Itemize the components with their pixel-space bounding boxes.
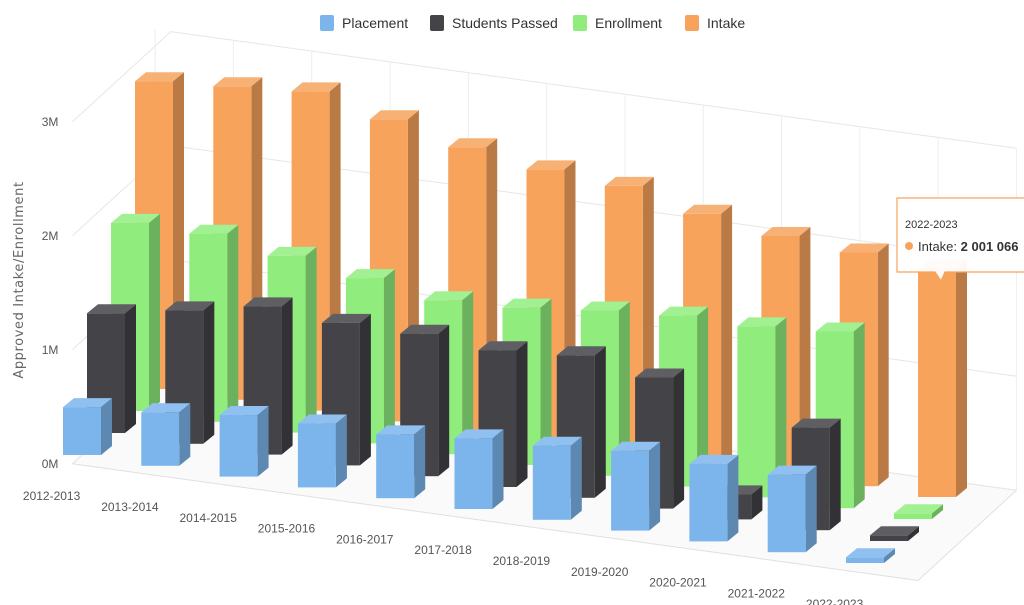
tooltip-series-label: Intake: xyxy=(918,239,961,254)
tooltip: 2022-2023 Intake: 2 001 066 xyxy=(896,197,1024,283)
bar-placement[interactable] xyxy=(63,398,112,455)
x-tick-label: 2015-2016 xyxy=(258,522,316,536)
x-tick-label: 2013-2014 xyxy=(101,500,159,514)
bar-placement[interactable] xyxy=(611,441,661,531)
bar-placement[interactable] xyxy=(532,436,582,520)
x-tick-label: 2019-2020 xyxy=(571,565,629,579)
legend-swatch xyxy=(320,15,334,31)
bars xyxy=(63,72,967,563)
x-tick-label: 2014-2015 xyxy=(180,511,238,525)
y-tick-label: 1M xyxy=(42,343,59,357)
tooltip-text: Intake: 2 001 066 xyxy=(918,239,1018,254)
legend-item[interactable]: Intake xyxy=(685,15,745,31)
y-tick-label: 3M xyxy=(42,115,59,129)
x-tick-label: 2020-2021 xyxy=(649,576,707,590)
y-axis-label: Approved Intake/Enrollment xyxy=(12,181,27,378)
bar-students-passed[interactable] xyxy=(870,526,919,541)
legend-label: Intake xyxy=(707,15,745,31)
side-gridline xyxy=(72,31,172,123)
x-tick-label: 2017-2018 xyxy=(414,543,472,557)
tooltip-value: 2 001 066 xyxy=(961,239,1019,254)
bar-placement[interactable] xyxy=(297,414,347,488)
bar-placement[interactable] xyxy=(376,425,426,499)
x-tick-label: 2022-2023 xyxy=(806,597,864,605)
x-tick-label: 2016-2017 xyxy=(336,532,394,546)
legend-item[interactable]: Students Passed xyxy=(430,15,558,31)
x-tick-label: 2021-2022 xyxy=(728,586,786,600)
legend-item[interactable]: Enrollment xyxy=(573,15,662,31)
legend: Placement Students Passed Enrollment Intake xyxy=(320,15,745,31)
x-tick-label: 2018-2019 xyxy=(493,554,551,568)
legend-swatch xyxy=(685,15,699,31)
x-axis-ticks: 2012-2013 2013-2014 2014-2015 2015-2016 2016… xyxy=(23,489,864,605)
y-tick-label: 2M xyxy=(42,229,59,243)
legend-item[interactable]: Placement xyxy=(320,15,408,31)
tooltip-category: 2022-2023 xyxy=(905,219,958,231)
bar-enrollment[interactable] xyxy=(894,504,943,519)
bar-placement[interactable] xyxy=(219,406,269,477)
bar-placement[interactable] xyxy=(141,403,191,466)
bar-placement[interactable] xyxy=(846,548,895,563)
legend-label: Placement xyxy=(342,15,408,31)
legend-swatch xyxy=(573,15,587,31)
tooltip-box xyxy=(896,197,1024,283)
tooltip-dot xyxy=(905,242,913,250)
x-tick-label: 2012-2013 xyxy=(23,489,81,503)
bar-placement[interactable] xyxy=(454,429,504,509)
bar-placement[interactable] xyxy=(689,454,739,542)
legend-swatch xyxy=(430,15,444,31)
bar-students-passed[interactable] xyxy=(243,297,293,455)
bar-enrollment[interactable] xyxy=(737,317,787,498)
y-axis-ticks: 0M 1M 2M 3M xyxy=(42,115,59,471)
y-tick-label: 0M xyxy=(42,457,59,471)
legend-label: Enrollment xyxy=(595,15,662,31)
bar-placement[interactable] xyxy=(767,465,817,553)
bar-intake[interactable] xyxy=(918,259,967,497)
legend-label: Students Passed xyxy=(452,15,558,31)
